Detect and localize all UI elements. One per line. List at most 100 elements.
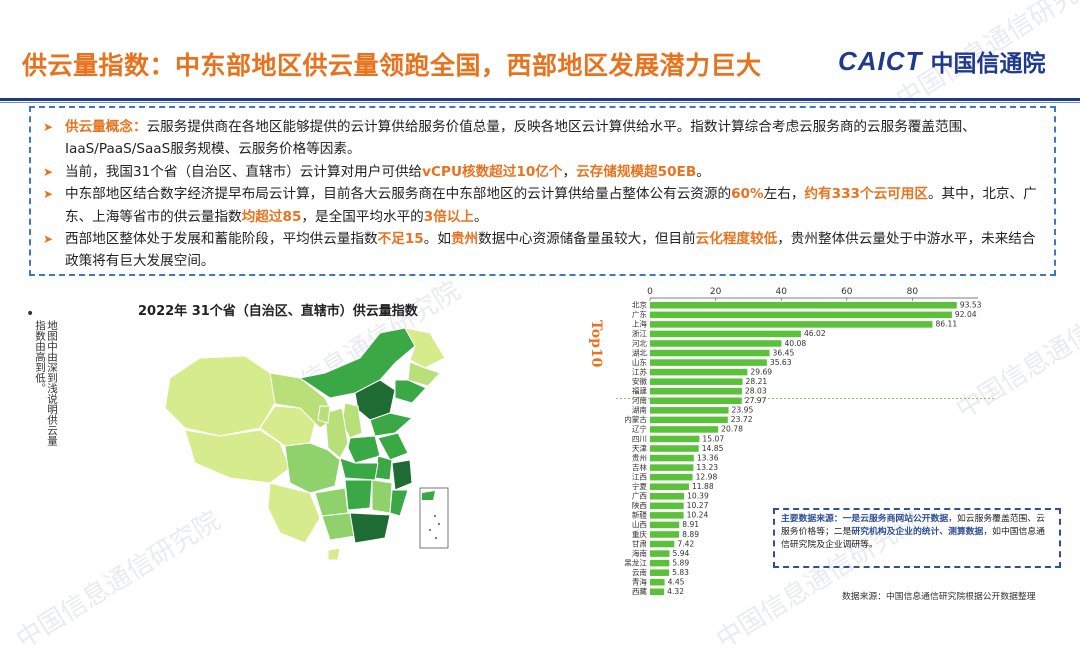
category-label: 四川 xyxy=(632,434,647,443)
bar xyxy=(650,588,665,596)
value-label: 7.42 xyxy=(677,539,694,548)
summary-bullet: ➤ 中东部地区结合数字经济提早布局云计算，目前各大云服务商在中东部地区的云计算供给… xyxy=(43,183,1044,228)
bullet-text: 均超过85 xyxy=(241,208,302,225)
value-label: 86.11 xyxy=(935,320,957,329)
bar xyxy=(650,397,742,405)
bullet-text: 云存储规模超50EB xyxy=(576,163,697,180)
value-label: 8.91 xyxy=(682,520,699,529)
summary-box: ➤ 供云量概念：云服务提供商在各地区能够提供的云计算供给服务价值总量，反映各地区云… xyxy=(29,106,1056,276)
value-label: 11.88 xyxy=(692,482,714,491)
region-shaanxi xyxy=(324,407,349,459)
category-label: 宁夏 xyxy=(632,481,648,491)
value-label: 4.32 xyxy=(667,587,684,596)
x-tick-label: 40 xyxy=(775,287,787,297)
category-label: 云南 xyxy=(632,567,648,577)
region-jiangsu xyxy=(377,432,409,461)
bullet-text: 云化程度较低 xyxy=(695,231,778,248)
region-jilin xyxy=(407,361,441,387)
category-label: 西藏 xyxy=(632,586,648,596)
category-label: 内蒙古 xyxy=(624,414,647,424)
bullet-text: 左右， xyxy=(763,186,805,203)
value-label: 10.39 xyxy=(687,492,709,501)
header-divider-thin xyxy=(0,102,1080,103)
bar xyxy=(650,321,933,328)
value-label: 13.23 xyxy=(696,463,718,472)
category-label: 陕西 xyxy=(632,500,648,510)
category-label: 海南 xyxy=(632,548,648,558)
header-divider xyxy=(0,98,1080,101)
category-label: 江西 xyxy=(632,472,648,481)
value-label: 5.94 xyxy=(672,549,689,558)
summary-bullet: ➤ 当前，我国31个省（自治区、直辖市）云计算对用户可供给vCPU核数超过10亿个… xyxy=(43,161,1044,183)
bar xyxy=(650,368,748,376)
map-note: 地图中由深到浅说明供云量指数由高到低。 xyxy=(34,320,58,446)
footer-source: 数据来源：中国信息通信研究院根据公开数据整理 xyxy=(842,592,1036,602)
value-label: 12.98 xyxy=(696,472,718,481)
region-jiangxi xyxy=(371,479,393,514)
bar xyxy=(650,483,689,490)
category-label: 福建 xyxy=(632,386,648,396)
bar xyxy=(650,502,684,510)
region-hunan xyxy=(344,479,373,511)
value-label: 28.03 xyxy=(745,387,767,396)
category-label: 上海 xyxy=(632,319,648,329)
value-label: 15.07 xyxy=(702,434,724,443)
region-xinjiang xyxy=(164,355,276,437)
bullet-text: ， xyxy=(562,163,577,180)
region-shandong xyxy=(369,412,414,437)
summary-bullet: ➤ 西部地区整体处于发展和蓄能阶段，平均供云量指数不足15。如贵州数据中心资源储备… xyxy=(43,228,1044,273)
region-sichuan xyxy=(284,442,341,494)
category-label: 江苏 xyxy=(632,366,648,376)
bar xyxy=(650,435,700,443)
bar xyxy=(650,521,680,529)
bar xyxy=(650,378,743,385)
bullet-text: 60% xyxy=(731,186,764,203)
bar xyxy=(650,540,675,548)
bar xyxy=(650,330,801,338)
bar xyxy=(650,311,952,319)
region-ningxia xyxy=(317,405,331,424)
value-label: 92.04 xyxy=(955,310,977,319)
category-label: 河南 xyxy=(632,395,648,405)
bar xyxy=(650,578,665,586)
value-label: 13.36 xyxy=(697,453,719,462)
region-hainan xyxy=(327,547,341,561)
bar xyxy=(650,531,680,538)
source-text: 主要数据来源： xyxy=(781,514,843,524)
value-label: 5.89 xyxy=(672,558,689,567)
category-label: 湖北 xyxy=(632,348,648,357)
region-zhejiang xyxy=(391,459,413,491)
bullet-text: ，贵州整体供云量处于中游水平，未来结合政策将有巨大发展空间。 xyxy=(65,231,1036,270)
bar xyxy=(650,416,728,424)
value-label: 29.69 xyxy=(750,367,772,376)
bullet-arrow-icon: ➤ xyxy=(43,187,54,202)
value-label: 28.21 xyxy=(746,377,768,386)
page-title: 供云量指数：中东部地区供云量领跑全国，西部地区发展潜力巨大 xyxy=(22,51,762,80)
bar xyxy=(650,512,684,519)
source-text: 一是云服务商网站公开数据 xyxy=(842,514,949,524)
bar xyxy=(650,349,770,357)
value-label: 10.24 xyxy=(687,511,709,520)
bullet-text: 数据中心资源储备量虽较大，但目前 xyxy=(478,231,696,248)
bullet-text: 中东部地区结合数字经济提早布局云计算，目前各大云服务商在中东部地区的云计算供给量… xyxy=(65,186,732,203)
bullet-text: 。如 xyxy=(423,231,451,248)
logo-text-en: CAICT xyxy=(838,45,923,76)
x-tick-label: 60 xyxy=(841,287,853,297)
top10-label: Top10 xyxy=(588,320,604,368)
bar xyxy=(650,387,742,395)
category-label: 甘肃 xyxy=(632,538,648,548)
bar xyxy=(650,550,670,557)
bullet-text: 云服务提供商在各地区能够提供的云计算供给服务价值总量，反映各地区云计算供给水平。… xyxy=(65,119,976,158)
bullet-text: ，是全国平均水平的 xyxy=(301,208,424,225)
region-yunnan xyxy=(267,482,321,544)
source-text: ，如中国信息通信研究院及企业调研等。 xyxy=(781,527,1045,550)
bullet-text: 贵州 xyxy=(450,231,479,248)
category-label: 辽宁 xyxy=(632,424,648,434)
category-label: 浙江 xyxy=(632,328,648,338)
region-guangdong xyxy=(349,512,391,544)
category-label: 广东 xyxy=(632,309,648,319)
region-guizhou xyxy=(314,487,349,517)
category-label: 重庆 xyxy=(632,529,648,539)
logo: CAICT 中国信通院 xyxy=(838,44,1045,78)
source-text: ，如云服务覆盖范围、云服务价格等；二是 xyxy=(781,514,1045,537)
